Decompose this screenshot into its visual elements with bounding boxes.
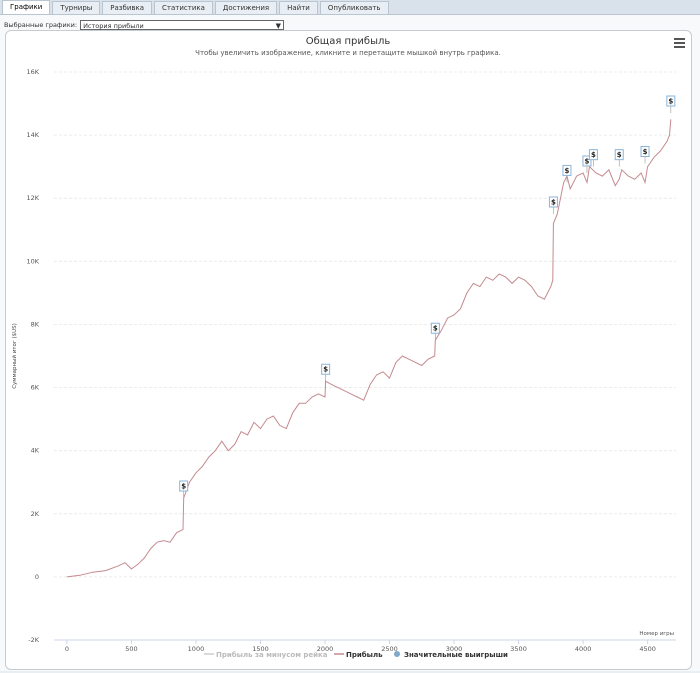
big-win-marker-label: $ bbox=[668, 98, 673, 106]
tab-0[interactable]: Графики bbox=[2, 0, 51, 14]
x-axis-label: Номер игры bbox=[639, 631, 674, 637]
big-win-marker-label: $ bbox=[565, 167, 570, 175]
x-tick-label: 4500 bbox=[639, 645, 656, 653]
legend-item-2[interactable]: Значительные выигрыши bbox=[394, 651, 508, 659]
tab-3[interactable]: Статистика bbox=[154, 1, 213, 14]
x-tick-label: 2500 bbox=[381, 645, 398, 653]
legend-label: Значительные выигрыши bbox=[404, 651, 508, 659]
big-win-marker-label: $ bbox=[181, 483, 186, 491]
x-tick-label: 2000 bbox=[317, 645, 334, 653]
y-tick-label: -2K bbox=[28, 636, 39, 644]
chart-selector-row: Выбранные графики: История прибыли ▼ bbox=[4, 19, 285, 31]
chart-selector-label: Выбранные графики: bbox=[4, 21, 78, 29]
big-win-marker-label: $ bbox=[323, 366, 328, 374]
chart-subtitle: Чтобы увеличить изображение, кликните и … bbox=[195, 49, 501, 57]
legend-item-0[interactable]: Прибыль за минусом рейка bbox=[204, 651, 328, 659]
tab-5[interactable]: Найти bbox=[279, 1, 318, 14]
tab-bar: Графики Турниры Разбивка Статистика Достижен… bbox=[0, 0, 700, 14]
big-win-marker-label: $ bbox=[643, 148, 648, 156]
y-tick-label: 2K bbox=[31, 510, 40, 518]
tab-4[interactable]: Достижения bbox=[214, 1, 278, 14]
x-tick-label: 500 bbox=[125, 645, 137, 653]
big-win-marker-label: $ bbox=[551, 199, 556, 207]
big-win-marker[interactable]: $ bbox=[548, 196, 558, 214]
big-win-marker[interactable]: $ bbox=[582, 155, 592, 173]
profit-line bbox=[66, 119, 672, 578]
big-win-marker-label: $ bbox=[591, 151, 596, 159]
chart-selector-value: История прибыли bbox=[83, 22, 144, 30]
x-tick-label: 0 bbox=[65, 645, 69, 653]
y-tick-label: 16K bbox=[26, 68, 39, 76]
content-panel: Выбранные графики: История прибыли ▼ Общ… bbox=[0, 14, 700, 671]
big-win-marker[interactable]: $ bbox=[588, 149, 598, 167]
tab-2[interactable]: Разбивка bbox=[102, 1, 153, 14]
y-tick-label: 12K bbox=[26, 194, 39, 202]
x-tick-label: 4000 bbox=[575, 645, 592, 653]
y-tick-label: 4K bbox=[31, 447, 40, 455]
legend-label: Прибыль bbox=[346, 651, 383, 659]
big-win-marker-label: $ bbox=[585, 157, 590, 165]
chevron-down-icon: ▼ bbox=[275, 22, 282, 30]
profit-chart[interactable]: Общая прибыль Чтобы увеличить изображени… bbox=[6, 31, 691, 669]
y-tick-label: 10K bbox=[26, 257, 39, 265]
chart-title: Общая прибыль bbox=[306, 36, 391, 47]
big-win-marker[interactable]: $ bbox=[666, 95, 676, 114]
legend-label: Прибыль за минусом рейка bbox=[216, 651, 328, 659]
big-win-marker[interactable]: $ bbox=[614, 149, 624, 167]
big-win-marker-label: $ bbox=[433, 325, 438, 333]
chart-container[interactable]: Общая прибыль Чтобы увеличить изображени… bbox=[5, 30, 692, 670]
x-tick-label: 3500 bbox=[510, 645, 527, 653]
y-tick-label: 0 bbox=[35, 573, 39, 581]
big-win-marker-label: $ bbox=[617, 151, 622, 159]
y-axis-label: Суммарный итог ($US) bbox=[11, 323, 18, 389]
y-tick-label: 6K bbox=[31, 384, 40, 392]
x-tick-label: 1500 bbox=[252, 645, 269, 653]
x-tick-label: 3000 bbox=[446, 645, 463, 653]
tab-1[interactable]: Турниры bbox=[52, 1, 101, 14]
big-win-marker[interactable]: $ bbox=[179, 480, 189, 498]
big-win-marker[interactable]: $ bbox=[430, 322, 440, 341]
y-tick-label: 14K bbox=[26, 131, 39, 139]
y-tick-label: 8K bbox=[31, 320, 40, 328]
big-win-marker[interactable]: $ bbox=[562, 164, 572, 183]
x-tick-label: 1000 bbox=[188, 645, 205, 653]
menu-icon[interactable] bbox=[674, 38, 685, 48]
legend-item-1[interactable]: Прибыль bbox=[334, 651, 383, 659]
big-win-marker[interactable]: $ bbox=[640, 146, 650, 164]
chart-selector-dropdown[interactable]: История прибыли ▼ bbox=[80, 20, 285, 30]
tab-6[interactable]: Опубликовать bbox=[319, 1, 389, 14]
big-win-marker[interactable]: $ bbox=[321, 363, 331, 382]
